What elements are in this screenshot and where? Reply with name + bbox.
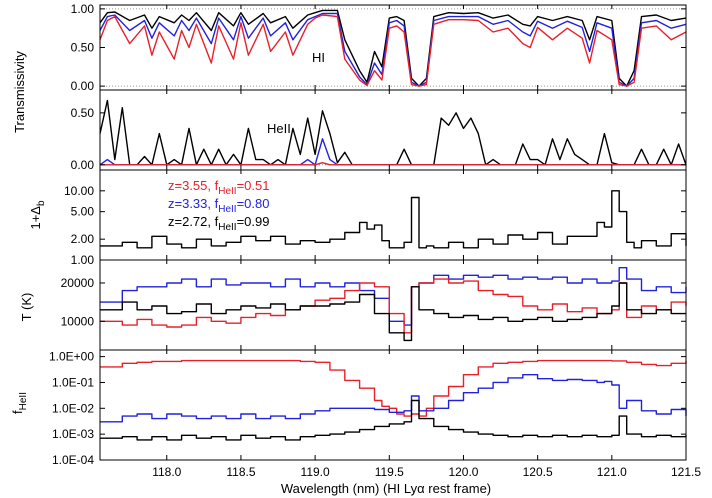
y-tick-label-temperature-1: 20000 [61, 276, 95, 290]
series-layer [99, 9, 687, 441]
series-hi-2 [99, 14, 687, 87]
heii-panel-label: HeII [267, 121, 291, 136]
series-temperature-2 [100, 282, 686, 342]
panel-frames [99, 4, 687, 461]
series-fheii-0 [100, 359, 687, 417]
y-tick-label-fheii-4: 1.0E+00 [49, 350, 94, 364]
y-tick-label-hi-1: 0.50 [71, 41, 95, 55]
series-heii-2 [100, 162, 686, 166]
fheii-axis-label-sub: HeII [18, 392, 29, 410]
x-tick-label-5: 120.5 [523, 465, 553, 479]
legend: z=3.55, fHeII=0.51 z=3.33, fHeII=0.80 z=… [168, 178, 269, 233]
legend-z272-sub: HeII [218, 222, 236, 233]
density-axis-label-main: 1+Δ [28, 206, 43, 230]
y-tick-label-fheii-2: 1.0E-02 [52, 401, 94, 415]
legend-z333-main: z=3.33, f [168, 196, 219, 211]
y-tick-label-heii-0: 0.00 [71, 158, 95, 172]
series-fheii-1 [100, 374, 687, 423]
y-tick-label-density-2: 5.00 [71, 205, 95, 219]
legend-entry-z333: z=3.33, fHeII=0.80 [168, 196, 269, 215]
legend-z355-sub: HeII [218, 186, 236, 197]
legend-z333-sub: HeII [218, 204, 236, 215]
y-tick-label-hi-0: 0.00 [71, 79, 95, 93]
x-tick-label-7: 121.5 [671, 465, 701, 479]
x-tick-label-0: 118.0 [152, 465, 181, 479]
y-tick-label-temperature-0: 10000 [61, 314, 95, 328]
y-tick-label-density-0: 1.00 [71, 253, 95, 267]
series-temperature-1 [100, 278, 687, 334]
x-tick-label-4: 120.0 [448, 465, 478, 479]
x-tick-label-2: 119.0 [301, 465, 330, 479]
series-hi-0 [99, 9, 687, 87]
legend-z272-main: z=2.72, f [168, 214, 219, 229]
legend-z272-tail: =0.99 [237, 214, 270, 229]
series-hi-1 [99, 12, 687, 87]
series-fheii-2 [100, 399, 687, 441]
x-tick-label-3: 119.5 [375, 465, 404, 479]
y-tick-label-density-3: 10.00 [64, 184, 94, 198]
y-tick-label-fheii-1: 1.0E-03 [52, 427, 94, 441]
temperature-axis-label: T (K) [19, 293, 34, 322]
fheii-axis-label: fHeII [10, 392, 29, 414]
legend-entry-z355: z=3.55, fHeII=0.51 [168, 178, 269, 197]
x-tick-label-6: 121.0 [597, 465, 627, 479]
series-heii-0 [99, 99, 687, 166]
panel-frame-fheii [99, 349, 687, 461]
hi-panel-label: HI [312, 50, 325, 65]
tick-layer: 0.00 0.50 1.00 0.00 0.50 1.00 2.00 5.00 10.00 100… [49, 2, 701, 479]
reference-lines [100, 8, 686, 166]
legend-entry-z272: z=2.72, fHeII=0.99 [168, 214, 269, 233]
y-tick-label-hi-2: 1.00 [71, 2, 95, 16]
legend-z355-main: z=3.55, f [168, 178, 219, 193]
x-axis-label: Wavelength (nm) (HI Lyα rest frame) [281, 481, 491, 496]
legend-z355-tail: =0.51 [237, 178, 270, 193]
y-tick-label-heii-1: 0.50 [71, 106, 95, 120]
y-tick-label-density-1: 2.00 [71, 232, 95, 246]
shared-y-axis-label: Transmissivity [12, 51, 27, 133]
y-tick-label-fheii-0: 1.0E-04 [52, 453, 94, 467]
density-axis-label: 1+Δb [28, 200, 47, 230]
y-tick-label-fheii-3: 1.0E-01 [52, 375, 94, 389]
x-tick-label-1: 118.5 [226, 465, 255, 479]
series-temperature-0 [100, 267, 687, 326]
legend-z333-tail: =0.80 [237, 196, 270, 211]
density-axis-label-sub: b [36, 200, 47, 206]
panel-frame-temperature [99, 259, 687, 351]
series-density-0 [100, 190, 687, 249]
fheii-axis-label-main: f [10, 410, 25, 414]
